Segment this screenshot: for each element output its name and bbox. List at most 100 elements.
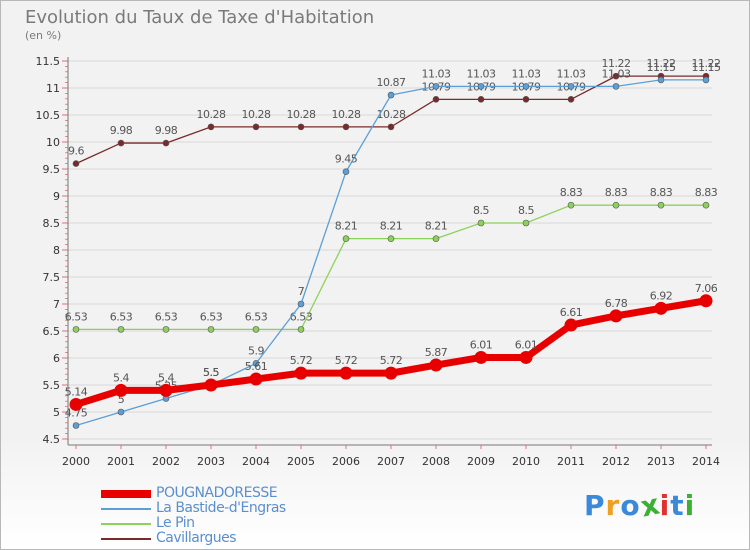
data-label: 8.21 [380, 220, 403, 233]
data-point [612, 83, 620, 90]
data-label: 5.14 [65, 385, 88, 398]
data-point [294, 366, 308, 380]
data-point [474, 350, 488, 364]
y-tick-label: 7 [53, 298, 60, 311]
data-label: 5.9 [248, 344, 264, 357]
data-point [117, 408, 125, 416]
data-label: 5.5 [203, 366, 219, 379]
data-point [69, 397, 83, 411]
data-label: 8.21 [335, 220, 358, 233]
data-label: 5 [118, 393, 125, 406]
data-point [702, 201, 710, 209]
legend-swatch [101, 490, 151, 498]
data-label: 6.01 [515, 338, 538, 351]
data-label: 8.5 [473, 204, 489, 217]
data-point [297, 326, 305, 333]
legend-swatch [101, 538, 151, 540]
x-tick-label: 2010 [512, 455, 540, 468]
data-label: 5.72 [290, 354, 313, 367]
data-point [117, 139, 125, 147]
data-label: 5.87 [425, 346, 448, 359]
data-point [252, 360, 260, 367]
data-label: 6.53 [65, 310, 88, 323]
data-label: 8.83 [650, 186, 673, 199]
logo-letter: t [670, 489, 685, 522]
data-label: 11.22 [647, 57, 676, 70]
data-label: 6.53 [155, 310, 178, 323]
data-label: 6.78 [605, 297, 628, 310]
legend-label: Cavillargues [156, 530, 237, 546]
logo-letter: o [620, 489, 641, 522]
data-point [477, 96, 485, 103]
data-point [612, 72, 620, 80]
data-point [699, 294, 713, 308]
x-tick-label: 2013 [647, 455, 675, 468]
chart-subtitle: (en %) [25, 29, 62, 42]
data-point [72, 326, 80, 333]
data-point [432, 235, 440, 242]
data-point [342, 168, 350, 175]
data-label: 4.75 [65, 407, 88, 420]
data-point [252, 123, 260, 131]
data-point [432, 83, 440, 90]
data-point [162, 139, 170, 147]
data-point [522, 219, 530, 227]
data-point [387, 235, 395, 242]
data-label: 6.01 [470, 338, 493, 351]
data-label: 10.28 [332, 108, 361, 121]
x-tick-label: 2005 [287, 455, 315, 468]
data-label: 7.06 [695, 282, 718, 295]
data-point [429, 358, 443, 372]
x-tick-label: 2007 [377, 455, 405, 468]
data-point [657, 201, 665, 209]
data-label: 6.53 [245, 310, 268, 323]
y-tick-label: 11 [46, 82, 60, 95]
data-label: 5.61 [245, 360, 268, 373]
x-tick-label: 2009 [467, 455, 495, 468]
data-point [207, 123, 215, 131]
legend-swatch [101, 508, 151, 510]
x-tick-label: 2000 [62, 455, 90, 468]
y-tick-label: 6.5 [43, 325, 61, 338]
x-tick-label: 2001 [107, 455, 135, 468]
data-point [702, 76, 710, 84]
data-point [609, 309, 623, 323]
data-label: 10.28 [242, 108, 271, 121]
data-label: 5.72 [380, 354, 403, 367]
x-tick-label: 2008 [422, 455, 450, 468]
data-point [384, 366, 398, 380]
data-label: 5.4 [113, 371, 129, 384]
data-label: 8.83 [695, 186, 718, 199]
data-label: 10.28 [377, 108, 406, 121]
data-point [522, 96, 530, 103]
data-label: 8.83 [560, 186, 583, 199]
data-point [654, 301, 668, 315]
logo-letter: i [684, 489, 696, 522]
data-point [657, 76, 665, 84]
data-label: 5.72 [335, 354, 358, 367]
data-point [72, 422, 80, 429]
y-tick-label: 9.5 [43, 163, 61, 176]
x-tick-label: 2006 [332, 455, 360, 468]
y-tick-label: 7.5 [43, 271, 61, 284]
data-point [567, 96, 575, 103]
data-point [252, 326, 260, 333]
y-tick-label: 8 [53, 244, 60, 257]
data-point [297, 300, 305, 308]
data-label: 8.5 [518, 204, 534, 217]
y-tick-label: 5.5 [43, 379, 61, 392]
data-label: 11.15 [647, 61, 676, 74]
data-point [249, 372, 263, 386]
data-point [339, 366, 353, 380]
data-label: 9.98 [155, 124, 178, 137]
data-point [204, 378, 218, 392]
x-tick-label: 2012 [602, 455, 630, 468]
data-label: 9.45 [335, 153, 358, 166]
data-point [72, 160, 80, 167]
x-tick-label: 2003 [197, 455, 225, 468]
data-label: 11.22 [602, 57, 631, 70]
data-point [519, 350, 533, 364]
data-point [342, 235, 350, 242]
logo-letter: P [584, 489, 606, 522]
